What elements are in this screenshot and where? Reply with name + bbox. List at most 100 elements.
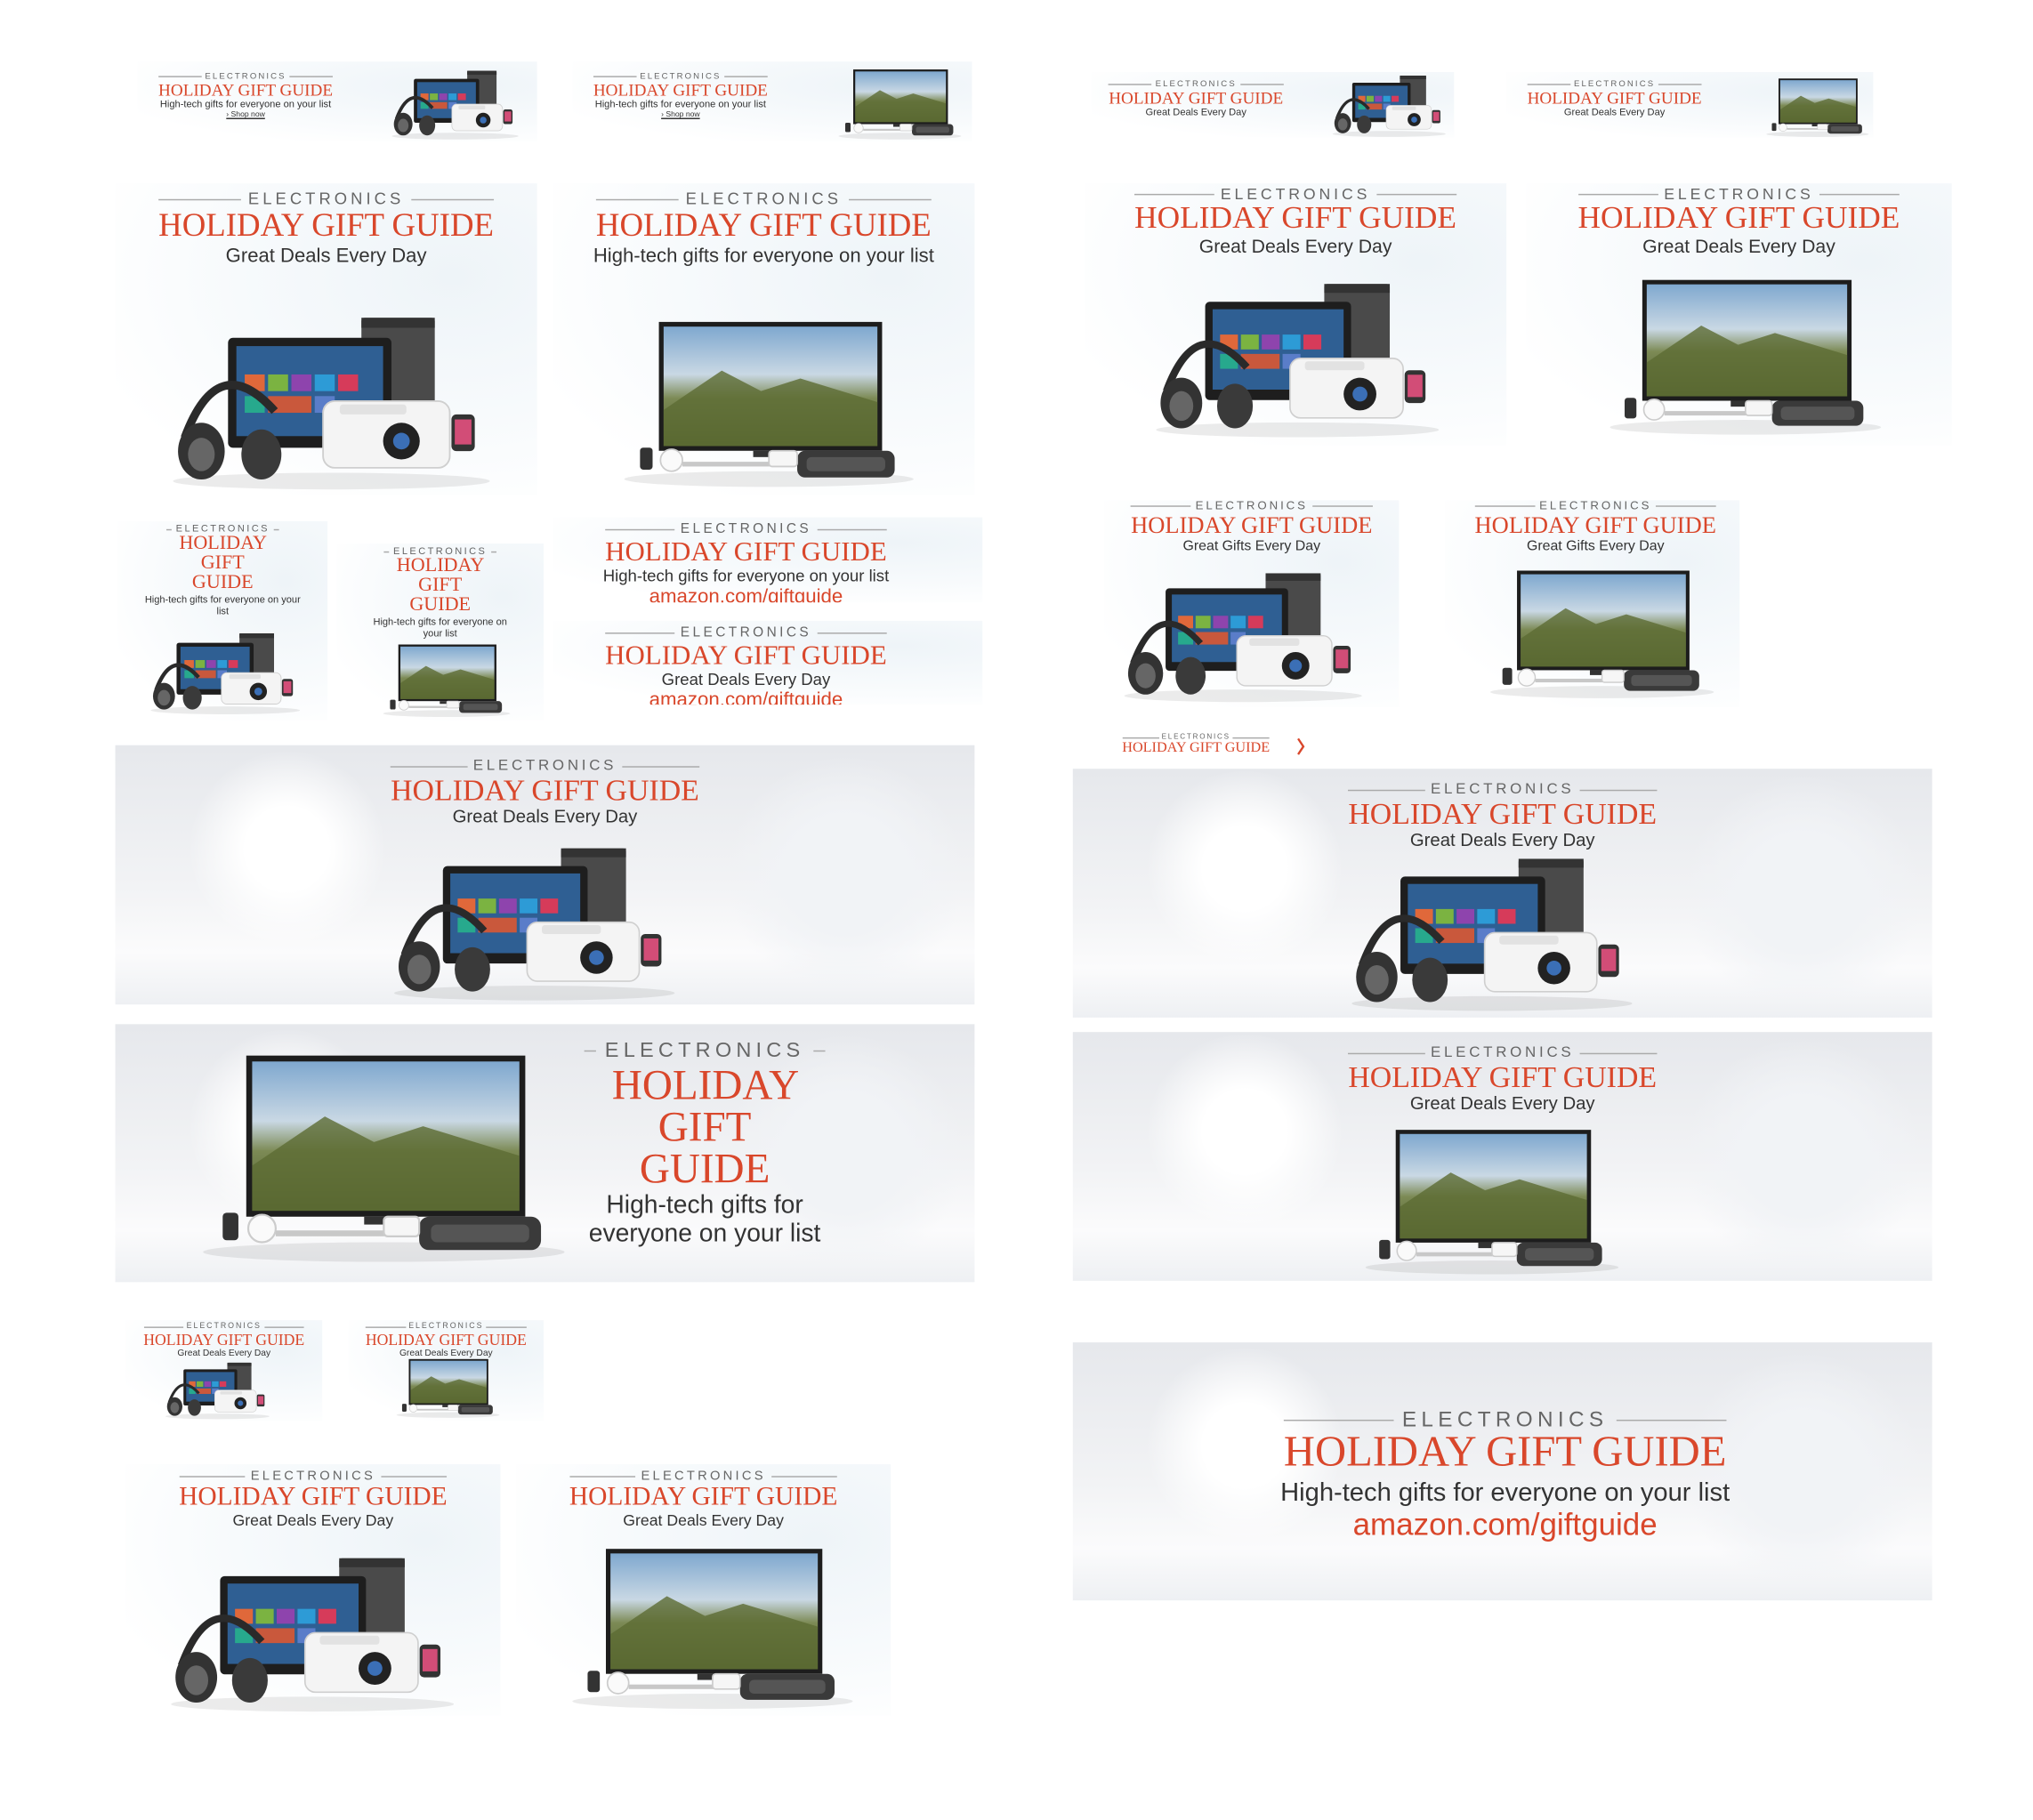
- eyebrow: ELECTRONICS: [383, 545, 496, 557]
- link[interactable]: amazon.com/giftguide: [1352, 1506, 1658, 1542]
- tagline: Great Deals Every Day: [225, 244, 427, 267]
- product-shape: [1779, 95, 1856, 123]
- product-shape: [181, 381, 278, 439]
- title: HOLIDAY GIFT GUIDE: [569, 1482, 838, 1512]
- tagline: Great Deals Every Day: [232, 1510, 394, 1530]
- product-shape: [1357, 115, 1372, 133]
- product-shape: [195, 670, 216, 679]
- product-shape: [1135, 663, 1156, 689]
- text-block: ELECTRONICS HOLIDAY GIFT GUIDE Great Deals…: [1085, 185, 1506, 259]
- product-shape: [461, 1406, 490, 1413]
- product-shape: [1491, 1242, 1518, 1258]
- product-shape: [431, 1224, 529, 1243]
- product-shape: [257, 1396, 264, 1405]
- banner: ELECTRONICS HOLIDAY GIFT GUIDE High-tech g…: [553, 183, 975, 495]
- eyebrow: ELECTRONICS: [605, 625, 887, 641]
- product-group: [394, 848, 675, 1001]
- banner: ELECTRONICS HOLIDAY GIFT GUIDE Great Gifts…: [1444, 500, 1740, 708]
- product-shape: [606, 1671, 630, 1695]
- product-group: [150, 632, 301, 714]
- heading: ELECTRONICS HOLIDAY GIFT GUIDE: [391, 758, 699, 804]
- product-shape: [1664, 411, 1765, 416]
- text-block: ELECTRONICS HOLIDAY GIFT GUIDE Great Gifts…: [1445, 500, 1739, 554]
- product-shape: [1497, 908, 1516, 924]
- product-shape: [1830, 126, 1860, 132]
- product-shape: [1265, 573, 1321, 581]
- product-shape: [853, 123, 864, 133]
- product-shape: [1289, 659, 1303, 672]
- text-block: ELECTRONICS HOLIDAY GIFT GUIDE Great Deals…: [349, 1323, 544, 1359]
- banner: ELECTRONICS HOLIDAY GIFT GUIDE Great Gifts…: [1104, 500, 1400, 708]
- product-shape: [463, 704, 498, 711]
- product-shape: [255, 1628, 295, 1644]
- tv-product-group: [1490, 570, 1714, 698]
- product-shape: [1642, 399, 1666, 421]
- product-shape: [1787, 127, 1825, 130]
- link[interactable]: amazon.com/giftguide: [649, 688, 843, 705]
- banner: ELECTRONICS HOLIDAY GIFT GUIDE Great Deals…: [125, 1464, 501, 1716]
- product-shape: [806, 456, 885, 471]
- product-shape: [394, 95, 434, 120]
- tagline: Great Deals Every Day: [661, 671, 831, 689]
- banner: ELECTRONICS HOLIDAY GIFT GUIDE High-tech g…: [1072, 1342, 1932, 1601]
- banner: ELECTRONICS HOLIDAY GIFT GUIDE Great Deals…: [553, 620, 983, 705]
- heading: ELECTRONICS HOLIDAY GIFT GUIDE: [1528, 80, 1702, 107]
- title: HOLIDAY GIFT GUIDE: [179, 533, 267, 594]
- link[interactable]: › Shop now: [226, 110, 265, 119]
- banner: ELECTRONICS HOLIDAY GIFT GUIDE Great Deals…: [115, 745, 975, 1005]
- product-shape: [339, 1558, 405, 1567]
- tv-product-group: [572, 1549, 853, 1710]
- heading: ELECTRONICS HOLIDAY GIFT GUIDE: [1109, 80, 1283, 107]
- tagline: High-tech gifts for everyone on your lis…: [373, 616, 507, 640]
- tv-product-group: [1609, 279, 1882, 435]
- product-shape: [1546, 960, 1561, 976]
- heading: ELECTRONICS HOLIDAY GIFT GUIDE: [179, 1470, 448, 1510]
- banner: ELECTRONICS HOLIDAY GIFT GUIDE Great Deals…: [1072, 769, 1932, 1018]
- product-shape: [1779, 123, 1787, 133]
- text-block: ELECTRONICS HOLIDAY GIFT GUIDE Great Deals…: [516, 1470, 891, 1530]
- link[interactable]: › Shop now: [661, 110, 700, 119]
- product-shape: [1303, 334, 1322, 350]
- product-shape: [916, 126, 949, 133]
- product-shape: [1435, 928, 1475, 944]
- product-shape: [275, 1230, 410, 1236]
- eyebrow: ELECTRONICS: [179, 1470, 448, 1484]
- product-group: [171, 1558, 455, 1712]
- product-shape: [1335, 98, 1370, 119]
- product-group: [1124, 573, 1362, 703]
- product-shape: [1518, 858, 1584, 868]
- product-shape: [1400, 1172, 1587, 1239]
- title: HOLIDAY GIFT GUIDE: [1348, 797, 1658, 830]
- eyebrow: ELECTRONICS: [143, 1323, 304, 1332]
- text-block: ELECTRONICS HOLIDAY GIFT GUIDE High-tech g…: [553, 190, 974, 267]
- heading: ELECTRONICS HOLIDAY GIFT GUIDE: [1475, 500, 1716, 536]
- text-block: ELECTRONICS HOLIDAY GIFT GUIDE Great Deals…: [1240, 782, 1764, 852]
- title: HOLIDAY GIFT GUIDE: [605, 535, 887, 567]
- product-shape: [457, 93, 466, 101]
- product-shape: [238, 1400, 244, 1406]
- product-shape: [458, 105, 486, 110]
- product-shape: [217, 660, 228, 668]
- heading: ELECTRONICS HOLIDAY GIFT GUIDE: [366, 1323, 527, 1347]
- product-shape: [540, 898, 559, 914]
- product-shape: [430, 93, 439, 101]
- eyebrow: ELECTRONICS: [391, 758, 699, 775]
- product-shape: [398, 118, 409, 133]
- product-group: [1156, 284, 1440, 438]
- banner: ELECTRONICS HOLIDAY GIFT GUIDE High-tech g…: [572, 61, 972, 142]
- heading: ELECTRONICS HOLIDAY GIFT GUIDE: [584, 1040, 826, 1188]
- link[interactable]: amazon.com/giftguide: [649, 584, 843, 603]
- product-shape: [900, 124, 913, 132]
- eyebrow: ELECTRONICS: [569, 1470, 838, 1484]
- product-shape: [520, 898, 538, 914]
- product-shape: [1477, 908, 1496, 924]
- product-shape: [419, 115, 436, 136]
- heading: ELECTRONICS HOLIDAY GIFT GUIDE: [158, 72, 333, 99]
- product-shape: [170, 1402, 180, 1413]
- product-shape: [188, 438, 215, 471]
- title: HOLIDAY GIFT GUIDE: [143, 1330, 305, 1349]
- product-shape: [188, 1399, 201, 1416]
- product-shape: [1502, 667, 1513, 685]
- arrow-icon[interactable]: [1295, 737, 1306, 756]
- product-shape: [1169, 391, 1194, 422]
